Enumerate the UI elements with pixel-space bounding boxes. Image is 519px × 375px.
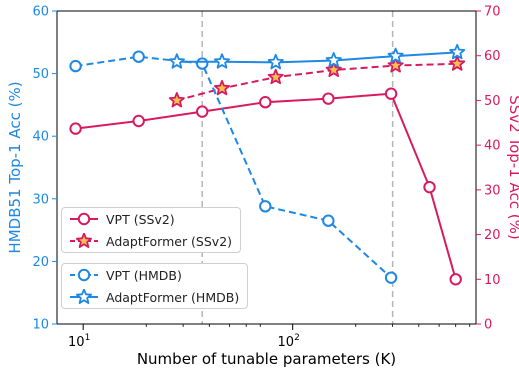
- right-y-tick-label-6: 60: [484, 49, 501, 64]
- x-tick-label-1: 102: [278, 333, 300, 350]
- legend-marker: [75, 233, 93, 248]
- x-axis-label: Number of tunable parameters (K): [137, 350, 396, 368]
- legend-entry: AdaptFormer (SSv2): [62, 230, 240, 252]
- left-y-axis: 10 20 30 40 50 60: [32, 5, 57, 333]
- right-y-tick-label-5: 50: [484, 94, 501, 109]
- legend-entry: VPT (SSv2): [62, 208, 240, 230]
- series-0-point-7: [449, 273, 462, 286]
- series-2-point-5: [384, 271, 398, 284]
- left-y-tick-label-5: 60: [32, 5, 49, 20]
- right-y-tick-label-3: 30: [484, 183, 501, 198]
- right-y-tick-label-7: 70: [484, 5, 501, 20]
- series-line-3: [176, 51, 458, 64]
- series-3-point-5: [449, 43, 466, 60]
- right-y-tick-label-4: 40: [484, 139, 501, 154]
- series-1-point-5: [449, 55, 466, 71]
- left-y-tick-label-1: 20: [32, 255, 49, 270]
- series-0-point-3: [259, 96, 272, 109]
- legend-hmdb: VPT (HMDB) AdaptFormer (HMDB): [61, 263, 249, 309]
- series-1-point-1: [213, 79, 231, 96]
- plot-frame: [56, 10, 477, 325]
- series-0-point-2: [196, 105, 209, 118]
- legend-label: VPT (HMDB): [106, 267, 182, 283]
- series-3-point-2: [267, 53, 284, 70]
- series-3-point-0: [168, 53, 185, 69]
- series-3-point-4: [387, 47, 404, 64]
- legend-swatch: [70, 268, 98, 282]
- series-3: [168, 43, 466, 70]
- left-y-tick-label-4: 50: [32, 67, 49, 82]
- series-3-point-3: [325, 52, 342, 68]
- legend-label: AdaptFormer (SSv2): [106, 233, 233, 249]
- series-group: [69, 43, 466, 286]
- left-y-tick-label-3: 40: [32, 130, 49, 145]
- series-1-point-4: [387, 57, 404, 73]
- series-1-point-3: [325, 61, 342, 77]
- left-y-axis-label: HMDB51 Top-1 Acc (%): [6, 81, 24, 253]
- series-1-point-0: [168, 92, 185, 108]
- legend-entry: AdaptFormer (HMDB): [62, 286, 247, 308]
- right-y-axis-label: SSv2 Top-1 Acc (%): [506, 95, 519, 240]
- legend-entry: VPT (HMDB): [62, 264, 247, 286]
- legend-swatch: [70, 289, 98, 304]
- legend-swatch: [70, 233, 98, 248]
- series-0-point-0: [69, 122, 82, 135]
- right-y-tick-label-2: 20: [484, 228, 501, 243]
- series-3-point-1: [213, 53, 231, 69]
- legend-label: AdaptFormer (HMDB): [106, 289, 240, 305]
- right-y-tick-label-1: 10: [484, 273, 501, 288]
- left-y-tick-label-2: 30: [32, 192, 49, 207]
- series-0-point-6: [423, 180, 436, 194]
- series-0-point-1: [132, 114, 145, 128]
- series-2-point-2: [196, 57, 209, 70]
- series-2-point-3: [259, 200, 272, 213]
- series-1-point-2: [267, 68, 284, 85]
- legend-marker: [77, 268, 91, 282]
- series-0-point-5: [384, 87, 398, 100]
- series-2-point-0: [69, 59, 82, 73]
- x-tick-label-0: 101: [68, 333, 90, 350]
- legend-marker: [75, 289, 93, 304]
- right-y-tick-label-0: 0: [484, 318, 492, 333]
- series-line-0: [75, 92, 457, 280]
- series-2-point-1: [132, 50, 145, 63]
- x-axis: 101 102: [68, 324, 471, 350]
- legend-label: VPT (SSv2): [106, 211, 175, 227]
- series-0-point-4: [322, 92, 335, 105]
- left-y-tick-label-0: 10: [32, 318, 49, 333]
- right-y-axis: 0 10 20 30 40 50 60 70: [476, 5, 501, 333]
- series-2: [69, 50, 398, 284]
- legend-ssv2: VPT (SSv2) AdaptFormer (SSv2): [61, 207, 242, 253]
- series-line-1: [176, 62, 458, 102]
- legend-marker: [77, 212, 91, 226]
- legend-swatch: [70, 212, 98, 226]
- series-0: [69, 87, 462, 286]
- series-2-point-4: [322, 214, 335, 227]
